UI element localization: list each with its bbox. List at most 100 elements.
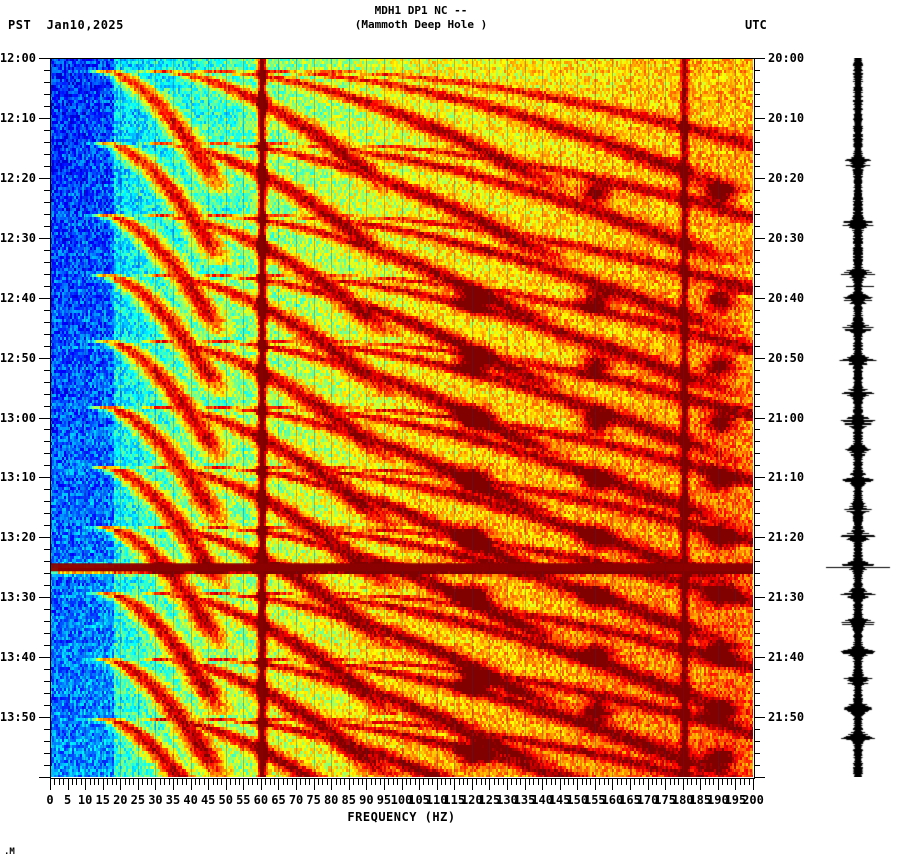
freq-tick-minor [638,778,640,785]
spectrogram-canvas[interactable] [50,58,753,777]
time-tick-minor [44,465,50,467]
time-tick-minor [44,81,50,83]
time-tick-minor [754,225,760,227]
frequency-axis-label: 55 [236,793,251,807]
freq-tick-major [313,778,315,790]
spectrogram-plot-area[interactable] [50,58,753,777]
frequency-axis-label: 35 [165,793,181,807]
frequency-axis-label: 25 [130,793,146,807]
freq-tick-minor [590,778,592,785]
time-tick-minor [44,369,50,371]
time-axis-label: 13:50 [0,710,36,725]
time-axis-label: 21:00 [768,410,805,425]
frequency-axis-title: FREQUENCY (HZ) [347,810,456,824]
time-tick-minor [44,501,50,503]
time-tick-minor [44,285,50,287]
freq-tick-minor [731,778,733,785]
time-tick-minor [44,405,50,407]
corner-mark: .M [4,847,15,857]
freq-tick-major [419,778,421,790]
time-tick-minor [44,525,50,527]
frequency-axis-label: 155 [583,793,606,807]
time-axis-label: 12:30 [0,230,36,245]
freq-tick-minor [515,778,517,785]
time-tick-minor [754,345,760,347]
freq-tick-major [559,778,561,790]
frequency-axis-label: 15 [95,793,110,807]
time-tick-minor [754,573,760,575]
time-tick-minor [44,201,50,203]
frequency-axis-label: 145 [548,793,571,807]
time-tick-minor [44,681,50,683]
freq-tick-minor [186,778,188,785]
freq-tick-minor [318,778,320,785]
freq-tick-minor [63,778,65,785]
freq-tick-minor [322,778,324,785]
time-tick-major [754,237,765,239]
time-tick-minor [754,105,760,107]
time-tick-minor [754,585,760,587]
time-tick-minor [754,705,760,707]
time-tick-minor [754,81,760,83]
freq-tick-minor [445,778,447,785]
freq-tick-major [260,778,262,790]
time-tick-minor [44,333,50,335]
time-tick-major [39,717,50,719]
freq-tick-major [366,778,368,790]
time-tick-major [39,477,50,479]
freq-tick-minor [361,778,363,785]
time-tick-major [39,357,50,359]
time-tick-minor [754,273,760,275]
time-tick-minor [754,765,760,767]
frequency-axis-label: 160 [601,793,624,807]
time-axis-label: 20:00 [768,51,805,65]
freq-tick-minor [669,778,671,785]
freq-tick-minor [335,778,337,785]
freq-tick-minor [484,778,486,785]
freq-tick-major [243,778,245,790]
freq-tick-major [102,778,104,790]
time-tick-minor [754,201,760,203]
time-axis-label: 21:50 [768,710,805,725]
freq-tick-major [296,778,298,790]
freq-tick-minor [265,778,267,785]
time-tick-minor [754,633,760,635]
freq-tick-minor [146,778,148,785]
freq-tick-major [753,778,754,790]
freq-tick-minor [304,778,306,785]
freq-tick-major [524,778,526,790]
time-tick-minor [44,633,50,635]
freq-tick-minor [252,778,254,785]
freq-tick-minor [370,778,372,785]
time-tick-minor [754,69,760,71]
freq-tick-major [348,778,350,790]
station-code-line: MDH1 DP1 NC -- [374,4,468,17]
time-tick-minor [44,153,50,155]
freq-tick-minor [269,778,271,785]
freq-tick-major [67,778,69,790]
freq-tick-major [489,778,491,790]
time-tick-minor [44,585,50,587]
frequency-axis-label: 5 [63,793,72,807]
time-tick-major [754,417,765,419]
freq-tick-minor [142,778,144,785]
freq-tick-minor [546,778,548,785]
freq-tick-minor [643,778,645,785]
time-tick-minor [44,105,50,107]
freq-tick-minor [555,778,557,785]
time-axis-label: 21:40 [768,650,805,665]
freq-tick-major [542,778,544,790]
time-tick-major [39,237,50,239]
freq-tick-major [173,778,175,790]
freq-tick-major [85,778,87,790]
freq-tick-major [436,778,438,790]
frequency-axis-label: 150 [566,793,589,807]
freq-tick-major [383,778,385,790]
frequency-axis-label: 75 [306,793,321,807]
freq-tick-minor [203,778,205,785]
time-tick-minor [754,525,760,527]
freq-tick-minor [656,778,658,785]
freq-tick-minor [397,778,399,785]
freq-tick-major [155,778,157,790]
freq-tick-minor [726,778,728,785]
